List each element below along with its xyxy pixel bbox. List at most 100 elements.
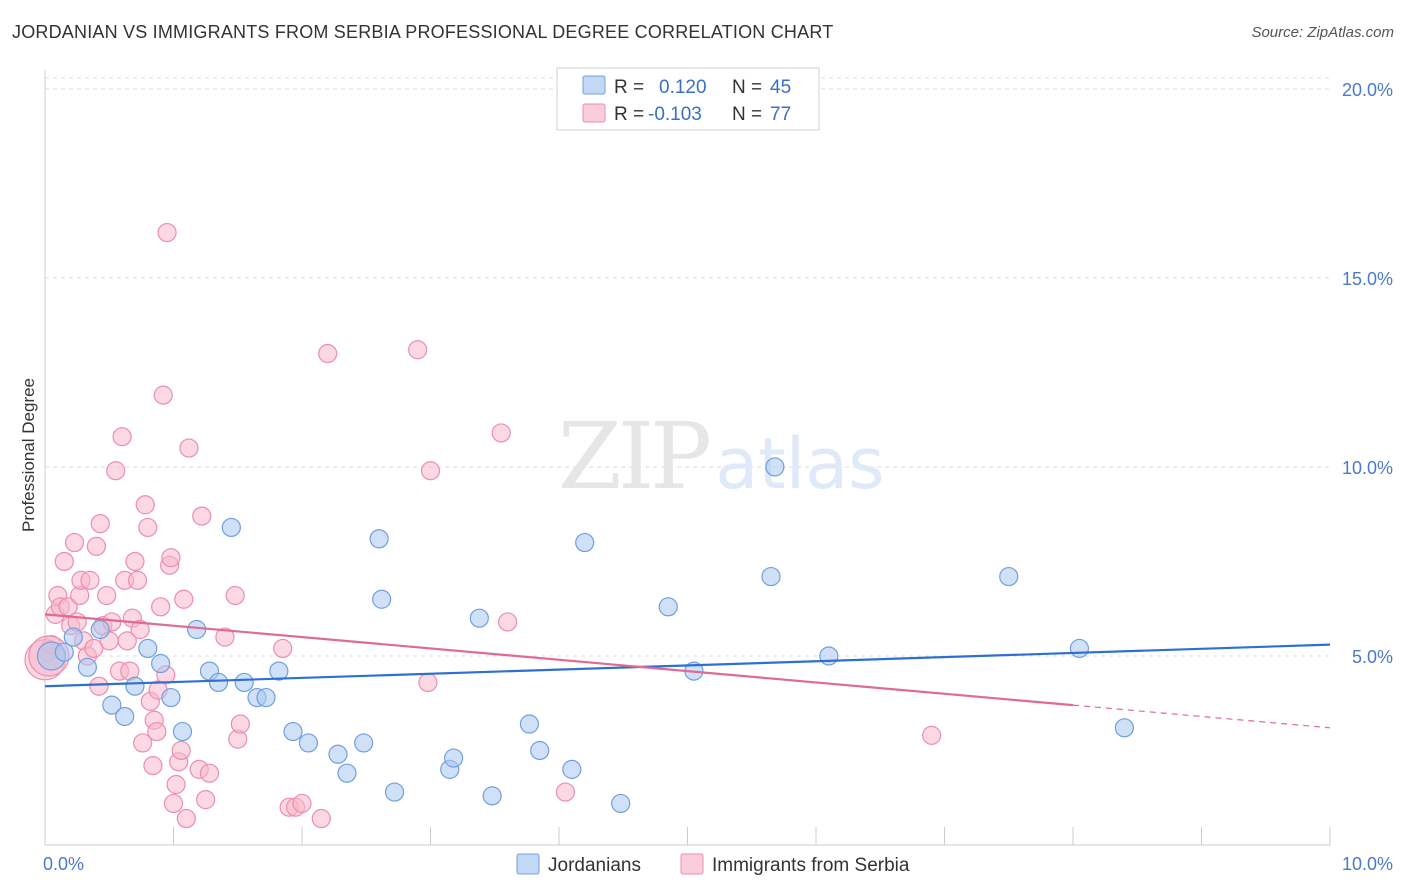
serbia-point: [90, 514, 110, 534]
serbia-point: [153, 385, 173, 405]
serbia-point: [273, 638, 293, 659]
y-tick-label: 20.0%: [1342, 80, 1393, 100]
serbia-point: [157, 222, 177, 243]
jordanians-point: [819, 646, 839, 666]
jordanians-point: [1114, 718, 1135, 738]
jordanians-point: [384, 782, 405, 802]
serbia-point: [127, 570, 148, 590]
jordanians-point: [611, 793, 631, 814]
serbia-point: [418, 672, 438, 693]
source-label: Source: ZipAtlas.com: [1251, 24, 1394, 41]
serbia-point: [498, 612, 518, 632]
serbia-point: [171, 740, 191, 761]
jordanians-point: [372, 589, 392, 609]
serbia-point: [166, 774, 186, 795]
jordanians-point: [519, 714, 540, 734]
watermark-zip: ZIP: [558, 403, 709, 510]
serbia-point: [491, 423, 511, 443]
jordanians-point: [337, 763, 357, 783]
serbia-point: [163, 793, 184, 814]
serbia-point: [147, 721, 167, 742]
x-tick-label: 10.0%: [1342, 854, 1393, 874]
bottom-legend-swatch-serbia: [680, 853, 704, 875]
series-legend: Jordanians Immigrants from Serbia: [516, 853, 910, 876]
jordanians-point: [234, 672, 254, 693]
serbia-point: [89, 676, 109, 696]
serbia-point: [292, 793, 312, 814]
serbia-point: [318, 343, 338, 364]
tick-labels: 5.0% 10.0% 15.0% 20.0% 0.0% 10.0%: [43, 80, 1393, 874]
legend-r-value: -0.103: [648, 104, 702, 125]
serbia-point: [143, 756, 163, 776]
jordanians-point: [469, 608, 489, 628]
jordanians-point: [761, 566, 781, 587]
serbia-trend-line-extension: [1072, 704, 1331, 729]
jordanians-trend-line: [44, 643, 1331, 688]
jordanians-point: [138, 638, 158, 659]
jordanians-point: [298, 733, 319, 753]
jordanians-point: [444, 748, 464, 768]
jordanians-point: [54, 642, 74, 662]
serbia-point: [130, 619, 150, 640]
watermark: ZIP atlas: [558, 403, 885, 510]
series-jordanians: [36, 457, 1135, 814]
jordanians-point: [575, 532, 595, 553]
serbia-point: [311, 808, 331, 829]
y-tick-label: 5.0%: [1352, 647, 1393, 667]
jordanians-point: [1069, 638, 1090, 659]
legend-r-label: R =: [614, 104, 644, 125]
jordanians-point: [482, 786, 502, 806]
serbia-point: [555, 782, 576, 802]
serbia-point: [192, 506, 212, 526]
serbia-point: [230, 714, 250, 734]
watermark-atlas: atlas: [715, 423, 884, 505]
jordanians-point: [354, 733, 374, 753]
jordanians-point: [161, 687, 181, 708]
jordanians-point: [151, 653, 171, 674]
legend-r-value: 0.120: [659, 77, 707, 98]
serbia-point: [86, 536, 107, 556]
grid-lines: [45, 77, 1330, 657]
serbia-point: [64, 532, 85, 553]
serbia-point: [125, 551, 145, 572]
legend-n-label: N =: [732, 104, 762, 125]
jordanians-point: [115, 706, 135, 727]
serbia-point: [54, 551, 74, 572]
bottom-legend-jordanians: Jordanians: [548, 855, 641, 876]
serbia-point: [199, 763, 220, 783]
jordanians-point: [369, 529, 389, 549]
jordanians-point: [90, 619, 110, 640]
jordanians-point: [269, 661, 289, 681]
serbia-point: [117, 631, 137, 651]
serbia-point: [225, 585, 245, 606]
serbia-point: [112, 427, 132, 447]
jordanians-point: [283, 721, 303, 742]
legend-n-value: 77: [770, 104, 791, 125]
jordanians-point: [187, 619, 207, 640]
serbia-point: [80, 570, 100, 590]
serbia-point: [138, 517, 158, 538]
jordanians-point: [530, 740, 550, 761]
jordanians-point: [63, 627, 83, 647]
serbia-point: [135, 495, 155, 515]
jordanians-point: [658, 597, 678, 617]
serbia-point: [161, 548, 181, 568]
serbia-point: [176, 808, 196, 829]
jordanians-point: [328, 744, 348, 764]
jordanians-point: [999, 566, 1019, 587]
serbia-point: [133, 733, 153, 753]
serbia-trend-line: [44, 613, 1074, 707]
serbia-point: [922, 725, 942, 745]
x-tick-label: 0.0%: [43, 854, 84, 874]
trend-lines: [44, 613, 1331, 729]
jordanians-point: [102, 695, 122, 715]
legend-swatch-serbia: [582, 103, 606, 123]
serbia-point: [420, 461, 441, 481]
serbia-point: [179, 438, 199, 458]
chart-title: JORDANIAN VS IMMIGRANTS FROM SERBIA PROF…: [12, 22, 834, 42]
jordanians-point: [765, 457, 785, 477]
jordanians-point: [125, 676, 145, 696]
jordanians-point: [208, 672, 229, 693]
serbia-point: [84, 638, 104, 659]
legend-r-label: R =: [614, 77, 644, 98]
